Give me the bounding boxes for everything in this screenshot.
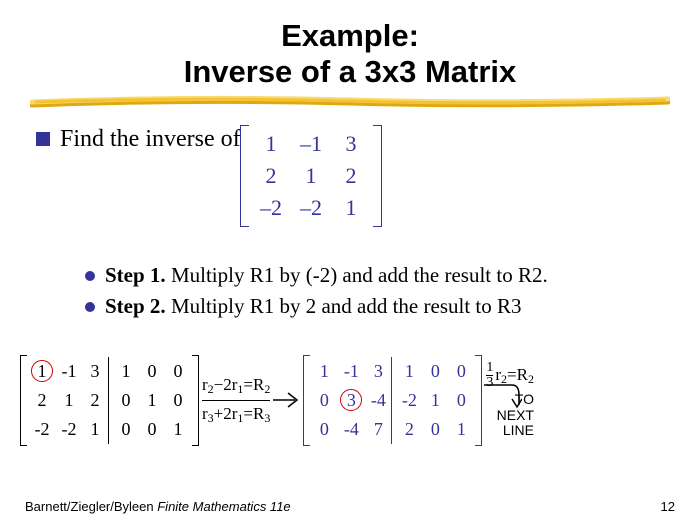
bracket-left-icon xyxy=(240,125,249,227)
next-step-note: 13r2=R2 TONEXTLINE xyxy=(486,361,534,438)
augmented-matrix-1: 1 -13 100 212 010 -2-21 001 xyxy=(20,355,199,446)
step-row: Step 2. Multiply R1 by 2 and add the res… xyxy=(85,294,670,319)
prompt-text: Find the inverse of xyxy=(60,126,241,153)
arrow-right-icon xyxy=(273,360,303,440)
bracket-right-icon xyxy=(475,355,482,446)
op-line-2: r3+2r1=R3 xyxy=(202,404,270,426)
aug2-table: 1-13 100 0 3 -4 -210 0-47 201 xyxy=(311,357,474,444)
aug1-table: 1 -13 100 212 010 -2-21 001 xyxy=(28,357,191,444)
steps-list: Step 1. Multiply R1 by (-2) and add the … xyxy=(85,263,670,319)
display-matrix-table: 1–13 212 –2–21 xyxy=(251,128,371,224)
title-line-2: Inverse of a 3x3 Matrix xyxy=(30,54,670,90)
display-matrix: 1–13 212 –2–21 xyxy=(240,125,382,227)
bracket-left-icon xyxy=(20,355,27,446)
pivot-circle-icon: 3 xyxy=(341,390,361,410)
pivot-circle-icon: 1 xyxy=(32,361,52,381)
footer: Barnett/Ziegler/Byleen Finite Mathematic… xyxy=(25,499,675,514)
square-bullet-icon xyxy=(36,132,50,146)
step-text: Step 1. Multiply R1 by (-2) and add the … xyxy=(105,263,548,288)
slide: Example: Inverse of a 3x3 Matrix Find th… xyxy=(0,0,700,524)
round-bullet-icon xyxy=(85,302,95,312)
round-bullet-icon xyxy=(85,271,95,281)
title-line-1: Example: xyxy=(30,18,670,54)
to-next-line: TONEXTLINE xyxy=(486,392,534,438)
step-text: Step 2. Multiply R1 by 2 and add the res… xyxy=(105,294,522,319)
bracket-left-icon xyxy=(303,355,310,446)
step-row: Step 1. Multiply R1 by (-2) and add the … xyxy=(85,263,670,288)
page-number: 12 xyxy=(661,499,675,514)
final-op: 13r2=R2 xyxy=(486,361,534,390)
op-line-1: r2−2r1=R2 xyxy=(202,375,270,397)
row-operations: r2−2r1=R2 r3+2r1=R3 xyxy=(199,375,273,426)
bracket-right-icon xyxy=(373,125,382,227)
work-area: 1 -13 100 212 010 -2-21 001 r2−2r1=R2 r3… xyxy=(20,340,680,460)
footer-left: Barnett/Ziegler/Byleen Finite Mathematic… xyxy=(25,499,291,514)
title-underline xyxy=(30,95,670,109)
augmented-matrix-2: 1-13 100 0 3 -4 -210 0-47 201 xyxy=(303,355,482,446)
slide-title: Example: Inverse of a 3x3 Matrix xyxy=(30,18,670,89)
bracket-right-icon xyxy=(192,355,199,446)
divider-line xyxy=(202,400,270,401)
